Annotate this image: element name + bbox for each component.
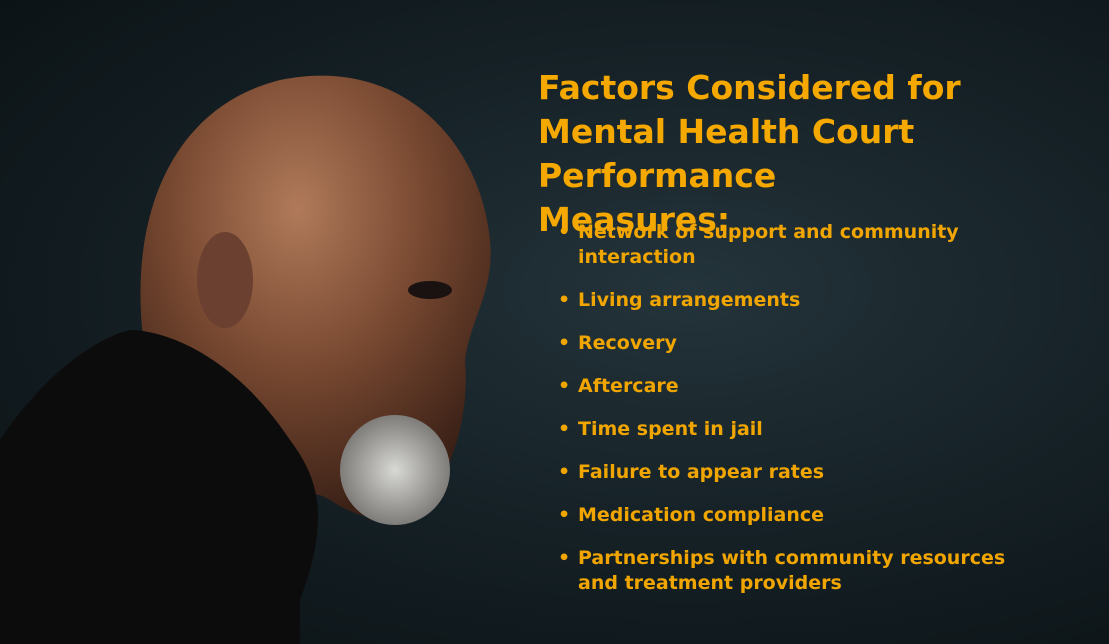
bullet-item: Medication compliance — [558, 503, 1038, 528]
bullet-item: Time spent in jail — [558, 417, 1038, 442]
bullet-item: Aftercare — [558, 374, 1038, 399]
slide-title: Factors Considered for Mental Health Cou… — [538, 66, 968, 242]
bullet-item: Recovery — [558, 331, 1038, 356]
bullet-item: Failure to appear rates — [558, 460, 1038, 485]
bullet-list: Network of support and community interac… — [558, 220, 1038, 614]
portrait-photo — [0, 0, 560, 644]
slide: Factors Considered for Mental Health Cou… — [0, 0, 1109, 644]
bullet-item: Network of support and community interac… — [558, 220, 1038, 270]
bullet-item: Living arrangements — [558, 288, 1038, 313]
bullet-item: Partnerships with community resources an… — [558, 546, 1038, 596]
